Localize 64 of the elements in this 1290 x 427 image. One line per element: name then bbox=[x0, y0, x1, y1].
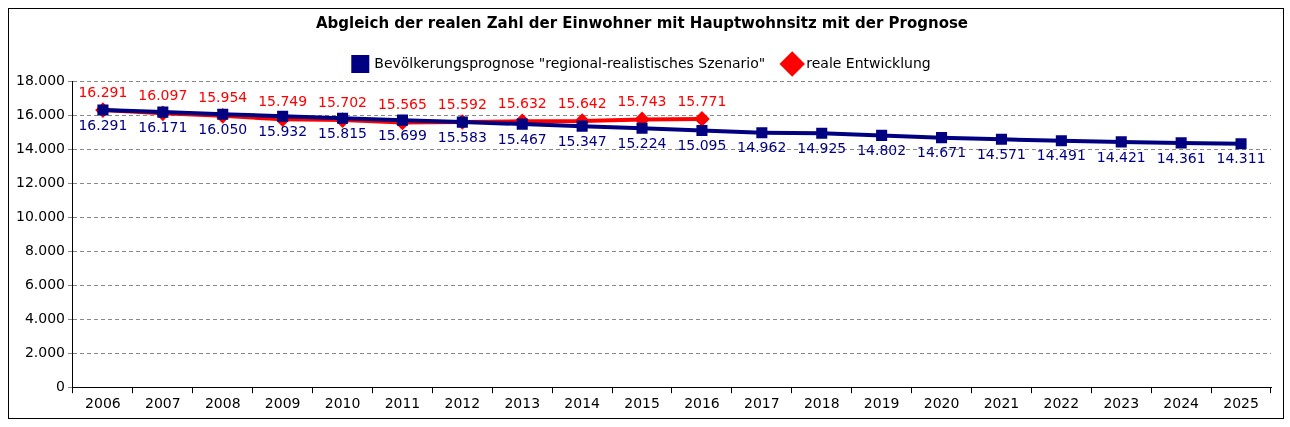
x-tick-label: 2009 bbox=[264, 395, 301, 412]
x-tick-label: 2025 bbox=[1223, 395, 1259, 412]
data-label: 14.361 bbox=[1156, 149, 1206, 166]
y-tick-label: 4.000 bbox=[24, 309, 65, 326]
x-tick-label: 2008 bbox=[204, 395, 241, 412]
data-label: 15.932 bbox=[258, 122, 308, 139]
data-label: 15.815 bbox=[318, 124, 368, 141]
y-tick-label: 6.000 bbox=[24, 275, 65, 292]
x-tick-label: 2020 bbox=[923, 395, 960, 412]
data-label: 15.743 bbox=[617, 93, 667, 110]
x-tick-label: 2007 bbox=[145, 395, 181, 412]
data-label: 14.671 bbox=[917, 144, 967, 161]
legend-label: Bevölkerungsprognose "regional-realistisches Szenario" bbox=[374, 54, 766, 71]
x-tick-label: 2016 bbox=[684, 395, 720, 412]
data-label: 16.291 bbox=[78, 83, 128, 100]
y-tick-label: 16.000 bbox=[15, 105, 65, 122]
data-label: 15.632 bbox=[497, 94, 547, 111]
x-tick-label: 2011 bbox=[384, 395, 421, 412]
data-label: 15.224 bbox=[617, 134, 667, 151]
data-label: 15.749 bbox=[258, 92, 308, 109]
data-label: 16.291 bbox=[78, 116, 128, 133]
data-label: 14.962 bbox=[737, 139, 787, 156]
x-tick-label: 2013 bbox=[504, 395, 541, 412]
data-label: 15.592 bbox=[437, 95, 487, 112]
data-label: 15.565 bbox=[377, 96, 427, 113]
chart-title: Abgleich der realen Zahl der Einwohner mit Hauptwohnsitz mit der Prognose bbox=[315, 13, 969, 32]
x-tick-label: 2022 bbox=[1043, 395, 1080, 412]
x-tick-label: 2024 bbox=[1163, 395, 1200, 412]
data-label: 16.050 bbox=[198, 120, 248, 137]
x-tick-label: 2023 bbox=[1103, 395, 1140, 412]
x-tick-label: 2014 bbox=[564, 395, 601, 412]
y-tick-label: 12.000 bbox=[15, 173, 65, 190]
x-tick-label: 2021 bbox=[983, 395, 1020, 412]
y-tick-label: 10.000 bbox=[15, 207, 65, 224]
data-label: 14.311 bbox=[1216, 150, 1266, 167]
data-label: 16.171 bbox=[138, 118, 188, 135]
data-label: 15.771 bbox=[677, 92, 727, 109]
data-label: 15.347 bbox=[557, 132, 607, 149]
x-tick-label: 2012 bbox=[444, 395, 481, 412]
x-tick-label: 2010 bbox=[324, 395, 361, 412]
y-tick-label: 8.000 bbox=[24, 241, 65, 258]
data-label: 15.954 bbox=[198, 89, 248, 106]
x-tick-label: 2015 bbox=[624, 395, 660, 412]
data-label: 14.571 bbox=[976, 145, 1026, 162]
x-tick-label: 2019 bbox=[863, 395, 900, 412]
data-label: 15.699 bbox=[377, 126, 427, 143]
data-label: 14.421 bbox=[1096, 148, 1146, 165]
data-label: 14.491 bbox=[1036, 147, 1086, 164]
y-tick-label: 0 bbox=[56, 377, 65, 394]
x-tick-label: 2006 bbox=[85, 395, 121, 412]
x-tick-label: 2018 bbox=[803, 395, 840, 412]
legend-label: reale Entwicklung bbox=[806, 54, 931, 71]
y-tick-label: 18.000 bbox=[15, 71, 65, 88]
data-label: 15.467 bbox=[497, 130, 547, 147]
data-label: 15.095 bbox=[677, 137, 727, 154]
data-label: 14.925 bbox=[797, 139, 847, 156]
data-label: 15.583 bbox=[437, 128, 487, 145]
y-tick-label: 14.000 bbox=[15, 139, 65, 156]
data-label: 15.702 bbox=[318, 93, 368, 110]
data-label: 15.642 bbox=[557, 94, 607, 111]
data-label: 14.802 bbox=[857, 142, 907, 159]
x-tick-label: 2017 bbox=[744, 395, 780, 412]
data-label: 16.097 bbox=[138, 87, 188, 104]
y-tick-label: 2.000 bbox=[24, 343, 65, 360]
